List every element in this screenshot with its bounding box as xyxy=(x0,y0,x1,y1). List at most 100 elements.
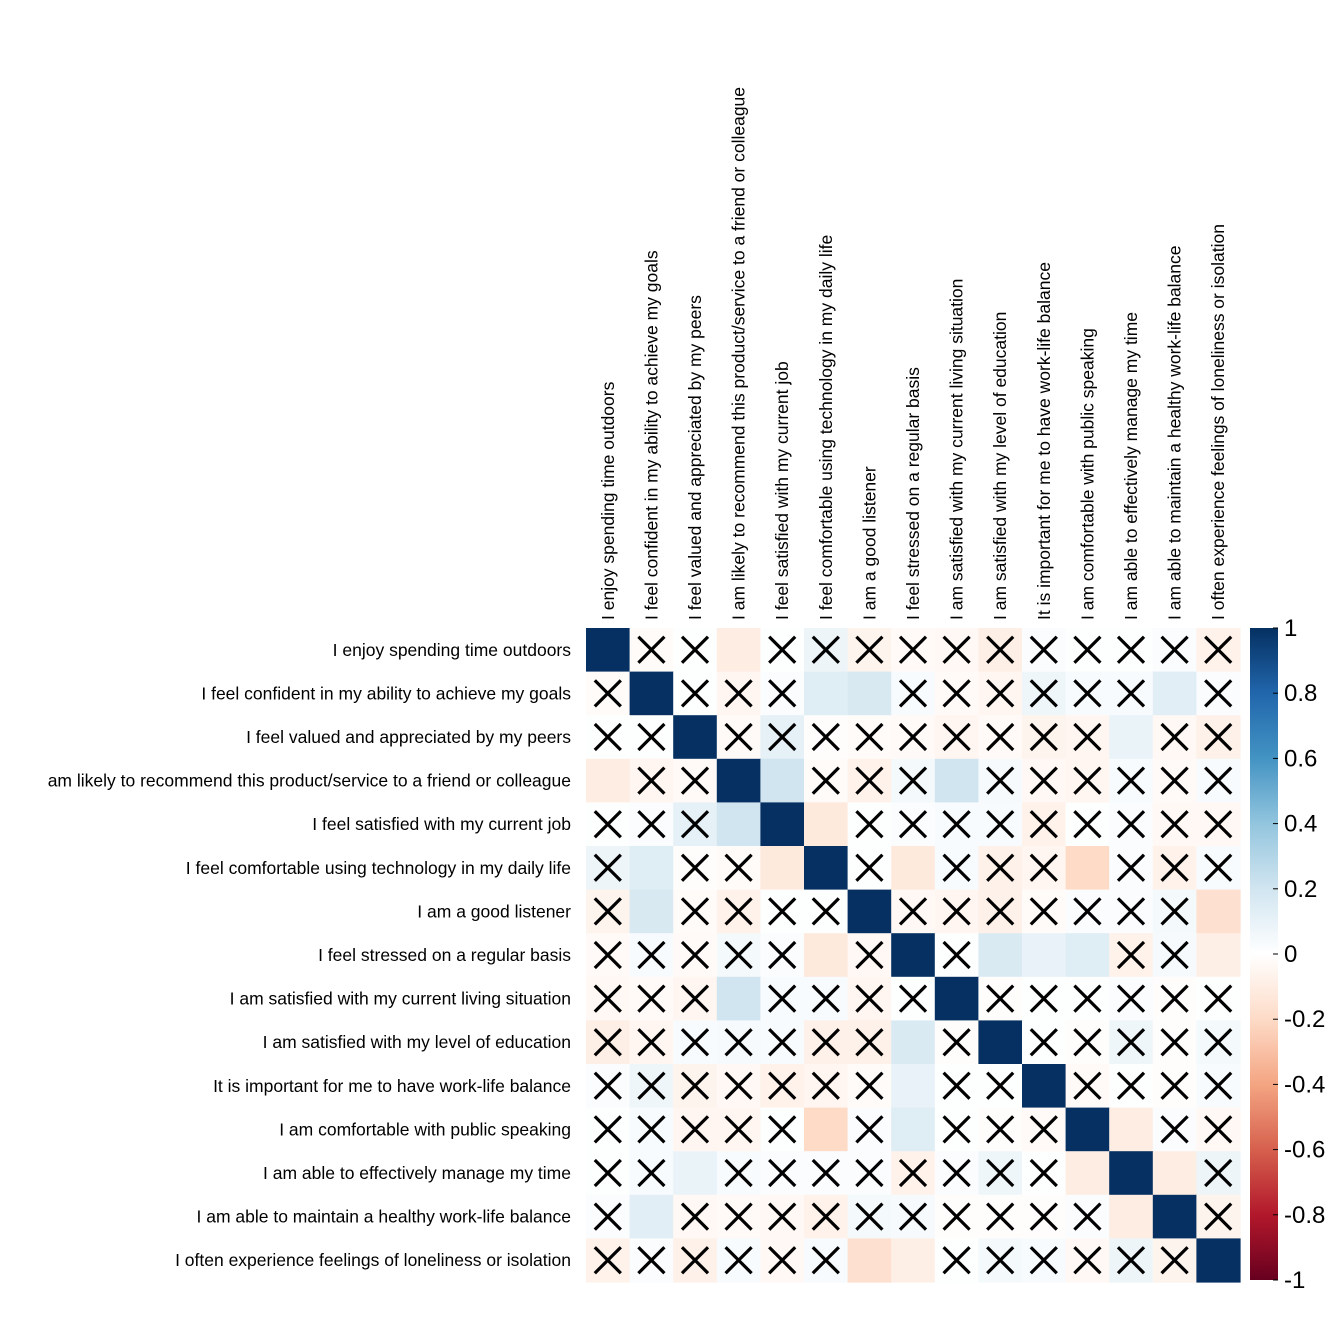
cross-mark-10-4 xyxy=(768,1071,797,1100)
cross-mark-14-11 xyxy=(1073,1246,1102,1275)
cross-mark-10-12 xyxy=(1116,1071,1146,1100)
cross-mark-14-5 xyxy=(811,1246,840,1275)
cross-mark-13-3 xyxy=(724,1202,753,1231)
cross-mark-5-8 xyxy=(942,853,971,882)
cross-mark-1-12 xyxy=(1116,679,1146,708)
cross-mark-10-3 xyxy=(724,1071,753,1100)
cell-10-10 xyxy=(1022,1064,1067,1109)
cell-6-1 xyxy=(629,889,674,934)
legend-tick-label-6: -0.2 xyxy=(1284,1006,1325,1033)
cross-mark-0-8 xyxy=(942,635,971,664)
column-label-4: I feel satisfied with my current job xyxy=(772,361,792,620)
cross-mark-0-1 xyxy=(637,635,666,664)
cross-mark-6-8 xyxy=(942,897,971,926)
cell-13-13 xyxy=(1152,1194,1197,1239)
cell-14-14 xyxy=(1196,1238,1241,1283)
cross-mark-8-1 xyxy=(637,984,666,1013)
cell-3-3 xyxy=(716,758,761,803)
legend-tick-label-8: -0.6 xyxy=(1284,1137,1325,1164)
column-label-8: I am satisfied with my current living si… xyxy=(947,279,967,620)
cross-mark-6-7 xyxy=(898,897,928,926)
cross-mark-10-11 xyxy=(1073,1071,1102,1100)
cross-mark-13-6 xyxy=(855,1202,884,1231)
cross-mark-14-8 xyxy=(942,1246,971,1275)
cross-mark-7-2 xyxy=(680,940,710,970)
cell-3-8 xyxy=(934,758,979,803)
legend-tick-label-10: -1 xyxy=(1284,1267,1305,1294)
cross-mark-13-2 xyxy=(680,1202,710,1231)
legend-tick-label-3: 0.4 xyxy=(1284,811,1317,838)
cell-12-2 xyxy=(673,1151,718,1196)
legend-tick-label-9: -0.8 xyxy=(1284,1202,1325,1229)
cross-mark-0-5 xyxy=(811,635,840,664)
cross-mark-11-9 xyxy=(986,1115,1015,1144)
cell-3-0 xyxy=(586,758,631,803)
cross-mark-0-12 xyxy=(1116,635,1146,664)
cross-mark-7-1 xyxy=(637,940,666,970)
cell-11-7 xyxy=(891,1107,936,1152)
column-label-12: I am able to effectively manage my time xyxy=(1121,312,1141,620)
cross-mark-13-5 xyxy=(811,1202,840,1231)
cross-mark-6-10 xyxy=(1029,897,1058,926)
cross-mark-0-13 xyxy=(1160,635,1189,664)
cross-mark-9-3 xyxy=(724,1028,753,1057)
cross-mark-14-2 xyxy=(680,1246,710,1275)
cross-mark-9-0 xyxy=(593,1028,622,1057)
legend-tick-label-0: 1 xyxy=(1284,615,1297,642)
cross-mark-2-9 xyxy=(986,722,1015,752)
cross-mark-10-8 xyxy=(942,1071,971,1100)
row-label-11: I am comfortable with public speaking xyxy=(279,1119,571,1139)
cross-mark-5-6 xyxy=(855,853,884,882)
cross-mark-9-11 xyxy=(1073,1028,1102,1057)
cross-mark-4-7 xyxy=(898,810,928,839)
cross-mark-0-9 xyxy=(986,635,1015,664)
column-label-3: I am likely to recommend this product/se… xyxy=(729,87,749,620)
cell-8-8 xyxy=(934,976,979,1021)
cross-mark-2-10 xyxy=(1029,722,1058,752)
cross-mark-7-8 xyxy=(942,940,971,970)
cross-mark-14-4 xyxy=(768,1246,797,1275)
cross-mark-3-6 xyxy=(855,766,884,795)
cell-9-7 xyxy=(891,1020,936,1065)
cell-8-3 xyxy=(716,976,761,1021)
cross-mark-12-1 xyxy=(637,1158,666,1188)
cross-mark-13-9 xyxy=(986,1202,1015,1231)
cross-mark-8-6 xyxy=(855,984,884,1013)
column-label-1: I feel confident in my ability to achiev… xyxy=(641,250,661,620)
cell-10-7 xyxy=(891,1064,936,1109)
cross-mark-5-10 xyxy=(1029,853,1058,882)
cross-mark-12-14 xyxy=(1204,1158,1233,1188)
cross-mark-2-4 xyxy=(768,722,797,752)
cell-0-3 xyxy=(716,628,761,673)
cross-mark-7-4 xyxy=(768,940,797,970)
cross-mark-12-7 xyxy=(898,1158,928,1188)
cross-mark-9-4 xyxy=(768,1028,797,1057)
cell-14-6 xyxy=(847,1238,892,1283)
cell-6-6 xyxy=(847,889,892,934)
cross-mark-8-5 xyxy=(811,984,840,1013)
cross-mark-8-12 xyxy=(1116,984,1146,1013)
row-label-7: I feel stressed on a regular basis xyxy=(318,945,571,965)
cross-mark-4-13 xyxy=(1160,810,1189,839)
cross-mark-11-3 xyxy=(724,1115,753,1144)
cell-9-9 xyxy=(978,1020,1023,1065)
column-label-2: I feel valued and appreciated by my peer… xyxy=(685,295,705,620)
cross-mark-6-2 xyxy=(680,897,710,926)
cross-mark-14-9 xyxy=(986,1246,1015,1275)
cross-mark-7-13 xyxy=(1160,940,1189,970)
cell-5-7 xyxy=(891,846,936,891)
cross-mark-1-8 xyxy=(942,679,971,708)
cell-1-13 xyxy=(1152,671,1197,716)
row-label-10: It is important for me to have work-life… xyxy=(213,1076,571,1096)
cell-7-14 xyxy=(1196,933,1241,978)
column-label-6: I am a good listener xyxy=(859,466,879,620)
cross-mark-7-0 xyxy=(593,940,622,970)
column-label-9: I am satisfied with my level of educatio… xyxy=(990,312,1010,620)
column-labels: I enjoy spending time outdoors I feel con… xyxy=(598,87,1228,620)
cross-mark-2-11 xyxy=(1073,722,1102,752)
cell-1-1 xyxy=(629,671,674,716)
cross-mark-11-4 xyxy=(768,1115,797,1144)
cross-mark-4-6 xyxy=(855,810,884,839)
cross-mark-0-10 xyxy=(1029,635,1058,664)
